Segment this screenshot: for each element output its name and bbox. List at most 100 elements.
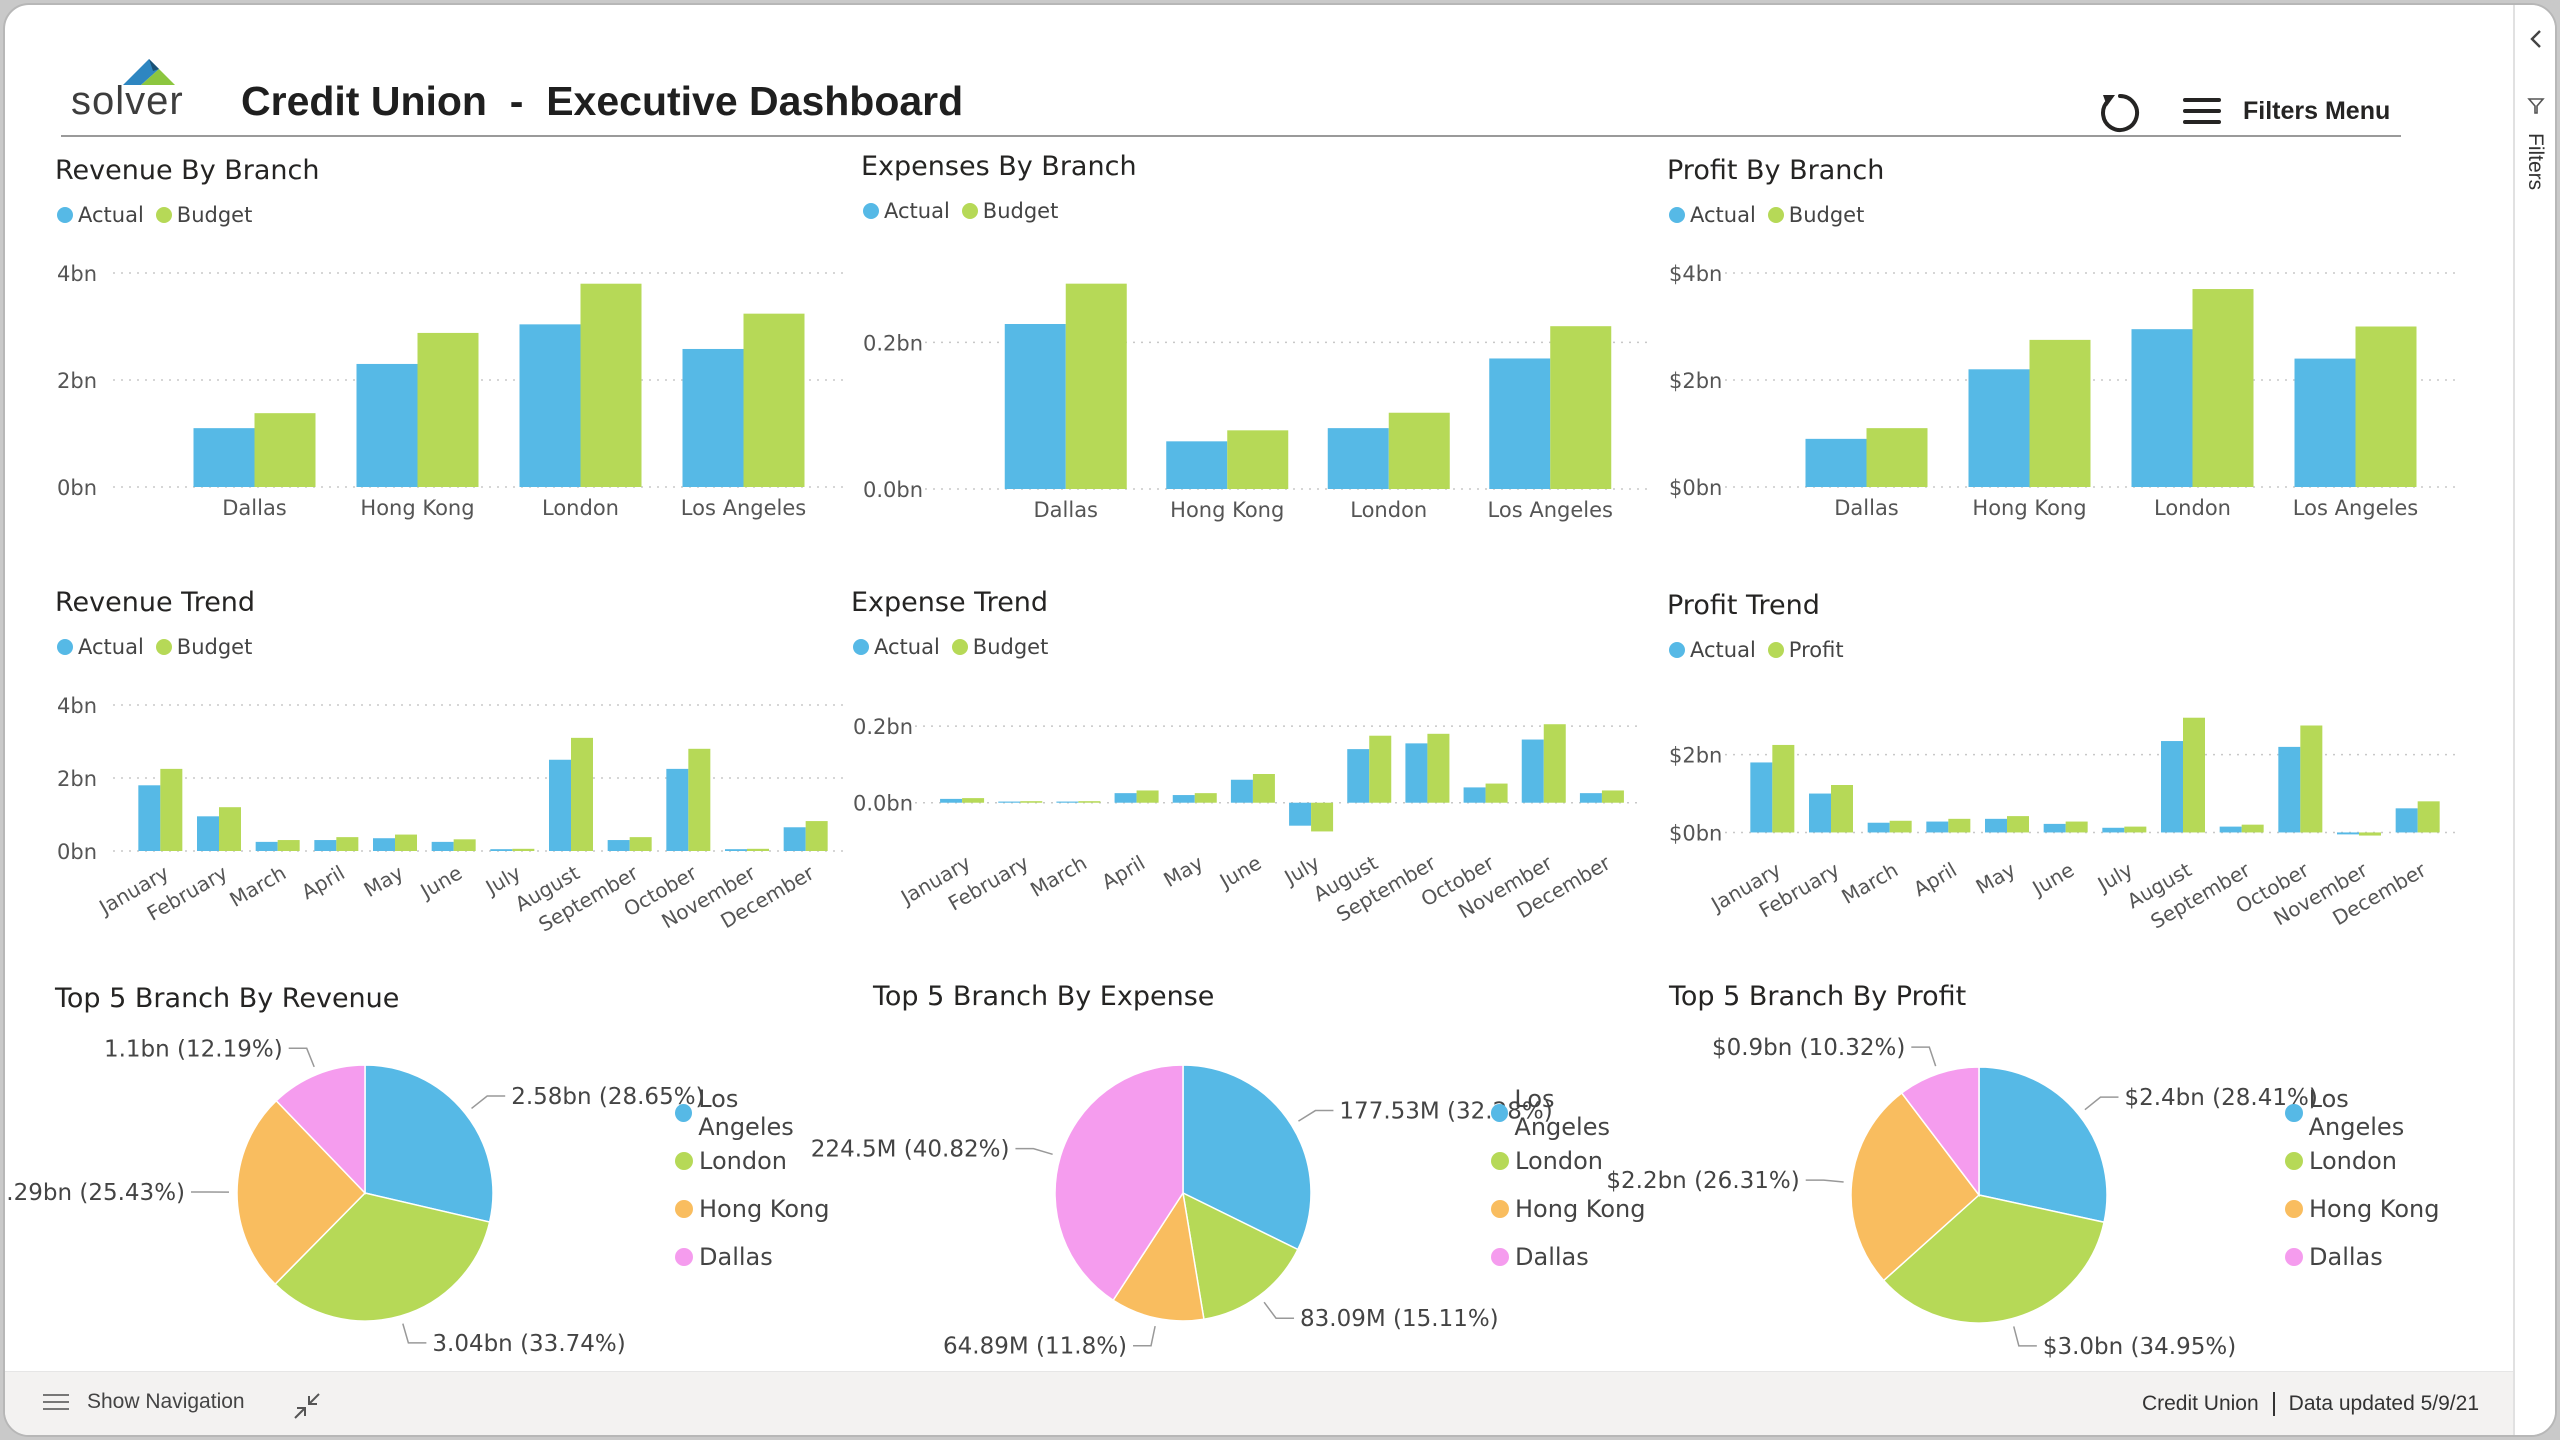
bar-budget-dallas[interactable] (1065, 283, 1127, 489)
bar-budget-hong-kong[interactable] (1227, 430, 1289, 489)
legend-item-london[interactable]: London (675, 1137, 835, 1185)
bar-actual-march[interactable] (1056, 801, 1079, 803)
bar-actual-may[interactable] (1172, 795, 1195, 803)
bar-budget-january[interactable] (962, 798, 985, 803)
bar-budget-october[interactable] (688, 748, 711, 851)
legend-item-dallas[interactable]: Dallas (1491, 1233, 1653, 1281)
pie-slice-london[interactable] (1882, 1194, 2105, 1324)
bar-budget-hong-kong[interactable] (417, 332, 479, 487)
legend-item-budget[interactable]: Budget (961, 199, 1058, 223)
bar-actual-april[interactable] (1114, 793, 1137, 803)
pie-slice-london[interactable] (1182, 1191, 1299, 1321)
legend-item-dallas[interactable]: Dallas (2285, 1233, 2449, 1281)
filters-pane-label[interactable]: Filters (2524, 133, 2547, 191)
bar-actual-july[interactable] (2102, 827, 2125, 833)
bar-actual-june[interactable] (1230, 779, 1253, 803)
collapse-arrows-icon[interactable] (293, 1392, 321, 1420)
legend-item-actual[interactable]: Actual (863, 199, 950, 223)
bar-budget-september[interactable] (629, 837, 652, 851)
bar-actual-march[interactable] (255, 841, 278, 851)
bar-actual-november[interactable] (1521, 739, 1544, 803)
bar-budget-july[interactable] (512, 848, 535, 851)
bar-profit-march[interactable] (1889, 820, 1912, 833)
bar-actual-september[interactable] (1405, 743, 1428, 803)
bar-actual-july[interactable] (490, 849, 513, 851)
bar-budget-november[interactable] (747, 848, 769, 851)
legend-item-hong-kong[interactable]: Hong Kong (2285, 1185, 2449, 1233)
bar-actual-november[interactable] (725, 849, 747, 851)
bar-actual-november[interactable] (2337, 832, 2359, 835)
bar-actual-january[interactable] (138, 785, 161, 851)
bar-budget-april[interactable] (1136, 790, 1159, 803)
bar-actual-december[interactable] (783, 827, 806, 851)
bar-profit-june[interactable] (2065, 821, 2088, 833)
bar-actual-february[interactable] (1809, 793, 1831, 833)
bar-budget-dallas[interactable] (254, 413, 316, 487)
pie-slice-hong-kong[interactable] (1112, 1190, 1205, 1322)
bar-actual-january[interactable] (940, 798, 963, 803)
bar-actual-august[interactable] (549, 759, 571, 851)
legend-item-hong-kong[interactable]: Hong Kong (675, 1185, 835, 1233)
legend-item-los-angeles[interactable]: Los Angeles (675, 1085, 835, 1141)
bar-budget-february[interactable] (1020, 801, 1043, 803)
bar-profit-april[interactable] (1948, 818, 1971, 833)
bar-actual-hong-kong[interactable] (1968, 369, 2030, 487)
pie-slice-dallas[interactable] (1054, 1064, 1184, 1302)
refresh-button[interactable] (2095, 87, 2145, 137)
bar-actual-august[interactable] (1347, 749, 1370, 803)
chevron-left-icon[interactable] (2527, 27, 2545, 51)
bar-actual-dallas[interactable] (1004, 324, 1066, 489)
bar-actual-dallas[interactable] (1805, 438, 1867, 487)
bar-profit-august[interactable] (2183, 717, 2205, 833)
bar-actual-december[interactable] (1579, 793, 1602, 803)
pie-slice-hong-kong[interactable] (236, 1099, 367, 1286)
bar-actual-february[interactable] (197, 816, 219, 851)
legend-item-profit[interactable]: Profit (1767, 638, 1844, 662)
pie-slice-london[interactable] (274, 1192, 491, 1322)
legend-item-london[interactable]: London (1491, 1137, 1653, 1185)
bar-actual-hong-kong[interactable] (356, 363, 418, 487)
legend-item-actual[interactable]: Actual (1669, 203, 1756, 227)
bar-actual-london[interactable] (1327, 428, 1389, 489)
bar-budget-june[interactable] (1252, 774, 1275, 803)
legend-item-budget[interactable]: Budget (951, 635, 1048, 659)
bar-budget-december[interactable] (1601, 790, 1624, 803)
bar-profit-september[interactable] (2241, 824, 2264, 833)
pie-slice-los-angeles[interactable] (1978, 1066, 2108, 1224)
bar-actual-june[interactable] (2043, 823, 2066, 833)
legend-item-actual[interactable]: Actual (1669, 638, 1756, 662)
bar-actual-june[interactable] (431, 841, 454, 851)
bar-budget-los-angeles[interactable] (2355, 326, 2417, 488)
bar-profit-december[interactable] (2417, 801, 2440, 833)
bar-profit-october[interactable] (2300, 725, 2323, 833)
filters-menu-button[interactable]: Filters Menu (2181, 89, 2390, 133)
bar-profit-november[interactable] (2359, 832, 2381, 836)
bar-actual-october[interactable] (1463, 787, 1486, 803)
bar-budget-may[interactable] (395, 834, 417, 851)
bar-actual-july[interactable] (1289, 802, 1312, 826)
bar-budget-march[interactable] (1078, 801, 1101, 803)
bar-budget-october[interactable] (1485, 783, 1508, 803)
bar-actual-march[interactable] (1867, 822, 1890, 833)
bar-profit-may[interactable] (2007, 816, 2029, 833)
bar-budget-london[interactable] (1388, 412, 1450, 489)
bar-budget-april[interactable] (336, 837, 359, 851)
bar-actual-may[interactable] (373, 838, 395, 851)
bar-actual-april[interactable] (314, 840, 337, 851)
show-navigation-button[interactable]: Show Navigation (43, 1390, 245, 1414)
bar-budget-hong-kong[interactable] (2029, 339, 2091, 487)
legend-item-los-angeles[interactable]: Los Angeles (2285, 1085, 2449, 1141)
legend-item-actual[interactable]: Actual (57, 635, 144, 659)
bar-budget-january[interactable] (160, 768, 183, 851)
bar-budget-los-angeles[interactable] (1550, 326, 1612, 489)
bar-actual-december[interactable] (2395, 808, 2418, 833)
legend-item-actual[interactable]: Actual (57, 203, 144, 227)
bar-actual-august[interactable] (2161, 741, 2183, 833)
bar-actual-london[interactable] (2131, 329, 2193, 487)
bar-actual-dallas[interactable] (193, 428, 255, 487)
pie-slice-dallas[interactable] (275, 1064, 366, 1195)
pie-slice-los-angeles[interactable] (364, 1064, 494, 1223)
bar-actual-hong-kong[interactable] (1166, 441, 1228, 489)
legend-item-budget[interactable]: Budget (1767, 203, 1864, 227)
bar-actual-october[interactable] (2278, 746, 2301, 833)
